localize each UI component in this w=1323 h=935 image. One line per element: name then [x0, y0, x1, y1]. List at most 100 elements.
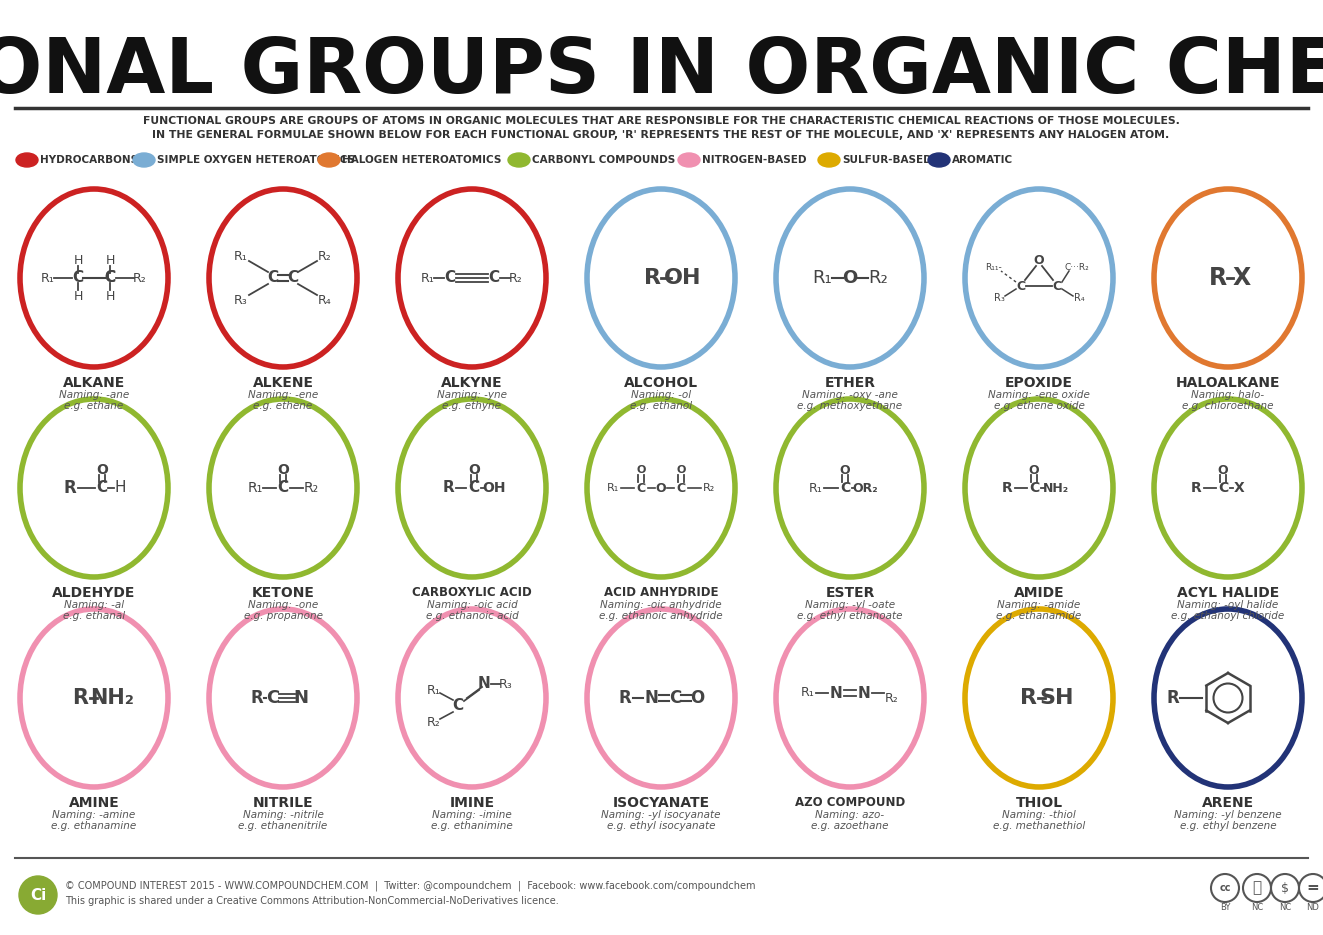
Text: ACYL HALIDE: ACYL HALIDE — [1177, 586, 1279, 600]
Text: R: R — [644, 268, 662, 288]
Text: Naming: -thiol: Naming: -thiol — [1002, 810, 1076, 820]
Text: R₁: R₁ — [41, 271, 54, 284]
Text: C: C — [445, 270, 455, 285]
Text: e.g. ethanoyl chloride: e.g. ethanoyl chloride — [1171, 611, 1285, 621]
Text: R₂: R₂ — [703, 483, 716, 493]
Text: R₁: R₁ — [247, 481, 263, 495]
Text: R₁: R₁ — [421, 271, 435, 284]
Text: FUNCTIONAL GROUPS IN ORGANIC CHEMISTRY: FUNCTIONAL GROUPS IN ORGANIC CHEMISTRY — [0, 35, 1323, 109]
Text: e.g. ethanol: e.g. ethanol — [630, 401, 692, 411]
Text: e.g. ethanoic anhydride: e.g. ethanoic anhydride — [599, 611, 722, 621]
Text: Naming: -al: Naming: -al — [64, 600, 124, 610]
Text: NH₂: NH₂ — [90, 688, 134, 708]
Text: e.g. ethene oxide: e.g. ethene oxide — [994, 401, 1085, 411]
Text: Naming: halo-: Naming: halo- — [1192, 390, 1265, 400]
Text: R₁: R₁ — [810, 482, 823, 495]
Text: C: C — [97, 481, 107, 496]
Text: OH: OH — [483, 481, 505, 495]
Text: ACID ANHYDRIDE: ACID ANHYDRIDE — [603, 586, 718, 599]
Text: CARBOXYLIC ACID: CARBOXYLIC ACID — [413, 586, 532, 599]
Text: ALKYNE: ALKYNE — [441, 376, 503, 390]
Text: R₃: R₃ — [994, 293, 1004, 303]
Text: ESTER: ESTER — [826, 586, 875, 600]
Text: Naming: -oxy -ane: Naming: -oxy -ane — [802, 390, 898, 400]
Text: ETHER: ETHER — [824, 376, 876, 390]
Text: e.g. methoxyethane: e.g. methoxyethane — [798, 401, 902, 411]
Text: SH: SH — [1040, 688, 1074, 708]
Text: R: R — [1209, 266, 1226, 290]
Text: H: H — [73, 253, 82, 266]
Text: R₂: R₂ — [868, 269, 888, 287]
Text: H: H — [73, 290, 82, 303]
Ellipse shape — [16, 153, 38, 167]
Text: R₂: R₂ — [509, 271, 523, 284]
Text: HYDROCARBONS: HYDROCARBONS — [40, 155, 138, 165]
Text: N: N — [478, 677, 491, 692]
Text: C: C — [105, 270, 115, 285]
Text: R₁: R₁ — [607, 483, 619, 493]
Ellipse shape — [818, 153, 840, 167]
Text: $: $ — [1281, 882, 1289, 895]
Text: R₁: R₁ — [234, 250, 247, 263]
Text: C: C — [287, 270, 299, 285]
Text: R: R — [619, 689, 631, 707]
Text: Naming: -imine: Naming: -imine — [433, 810, 512, 820]
Text: C: C — [840, 481, 851, 495]
Text: e.g. ethanal: e.g. ethanal — [64, 611, 126, 621]
Text: HALOGEN HETEROATOMICS: HALOGEN HETEROATOMICS — [343, 155, 501, 165]
Text: N: N — [294, 689, 308, 707]
Text: Naming: -oic acid: Naming: -oic acid — [426, 600, 517, 610]
Text: ARENE: ARENE — [1201, 796, 1254, 810]
Text: O: O — [277, 463, 288, 477]
Text: Naming: -yne: Naming: -yne — [437, 390, 507, 400]
Text: AZO COMPOUND: AZO COMPOUND — [795, 797, 905, 810]
Text: e.g. ethyl isocyanate: e.g. ethyl isocyanate — [607, 821, 716, 831]
Text: R: R — [64, 479, 77, 497]
Text: C: C — [1052, 280, 1061, 293]
Text: N: N — [644, 689, 658, 707]
Text: X: X — [1233, 266, 1252, 290]
Text: R₄: R₄ — [318, 294, 332, 307]
Text: C: C — [452, 698, 463, 713]
Text: O: O — [840, 464, 851, 477]
Text: R: R — [1167, 689, 1179, 707]
Text: e.g. chloroethane: e.g. chloroethane — [1183, 401, 1274, 411]
Text: O: O — [636, 465, 646, 475]
Text: O: O — [1033, 253, 1044, 266]
Circle shape — [19, 876, 57, 914]
Text: ALKENE: ALKENE — [253, 376, 314, 390]
Text: H: H — [106, 290, 115, 303]
Text: R₄: R₄ — [1074, 293, 1085, 303]
Text: O: O — [1029, 464, 1040, 477]
Text: e.g. ethanamine: e.g. ethanamine — [52, 821, 136, 831]
Text: Naming: -ene oxide: Naming: -ene oxide — [988, 390, 1090, 400]
Text: Naming: -yl benzene: Naming: -yl benzene — [1175, 810, 1282, 820]
Text: O: O — [676, 465, 685, 475]
Text: NH₂: NH₂ — [1043, 482, 1069, 495]
Text: ALKANE: ALKANE — [64, 376, 126, 390]
Text: HALOALKANE: HALOALKANE — [1176, 376, 1281, 390]
Text: R₂: R₂ — [134, 271, 147, 284]
Text: CARBONYL COMPOUNDS: CARBONYL COMPOUNDS — [532, 155, 675, 165]
Text: N: N — [857, 685, 871, 700]
Ellipse shape — [677, 153, 700, 167]
Text: O: O — [468, 463, 480, 477]
Text: e.g. ethanimine: e.g. ethanimine — [431, 821, 513, 831]
Text: e.g. ethanenitrile: e.g. ethanenitrile — [238, 821, 328, 831]
Text: R₁: R₁ — [427, 683, 441, 697]
Text: C: C — [1016, 280, 1025, 293]
Text: e.g. ethyl benzene: e.g. ethyl benzene — [1180, 821, 1277, 831]
Text: C: C — [105, 270, 115, 285]
Text: O: O — [656, 482, 667, 495]
Text: e.g. methanethiol: e.g. methanethiol — [992, 821, 1085, 831]
Text: Naming: -ene: Naming: -ene — [247, 390, 318, 400]
Text: O: O — [97, 463, 108, 477]
Text: O: O — [1217, 464, 1228, 477]
Text: e.g. ethane: e.g. ethane — [65, 401, 123, 411]
Text: KETONE: KETONE — [251, 586, 315, 600]
Text: R: R — [1191, 481, 1201, 495]
Text: C: C — [1029, 481, 1039, 495]
Text: © COMPOUND INTEREST 2015 - WWW.COMPOUNDCHEM.COM  |  Twitter: @compoundchem  |  F: © COMPOUND INTEREST 2015 - WWW.COMPOUNDC… — [65, 881, 755, 891]
Text: NITRILE: NITRILE — [253, 796, 314, 810]
Text: AROMATIC: AROMATIC — [953, 155, 1013, 165]
